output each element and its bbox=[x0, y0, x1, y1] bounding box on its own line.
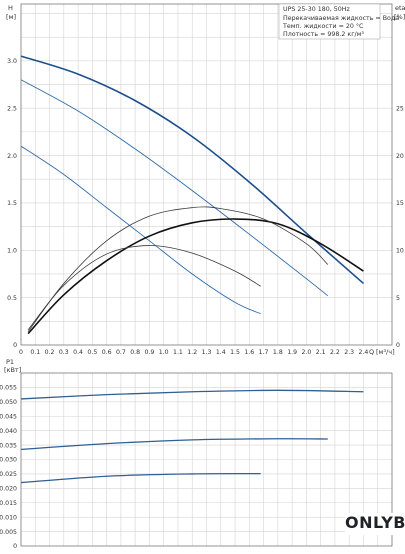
y-tick-label-h: 3.0 bbox=[7, 58, 17, 65]
x-tick-label: 0.4 bbox=[73, 349, 83, 356]
x-tick-label: 1.0 bbox=[159, 349, 169, 356]
x-tick-label: 1.7 bbox=[259, 349, 269, 356]
power-curve-3 bbox=[20, 472, 261, 484]
y-tick-label-p1: 0.040 bbox=[0, 428, 17, 435]
x-tick-label: 0.3 bbox=[59, 349, 69, 356]
y-tick-label-p1: 0.045 bbox=[0, 413, 17, 420]
info-box: UPS 25-30 180, 50Hz Перекачиваемая жидко… bbox=[278, 3, 399, 40]
head-curve-2 bbox=[20, 79, 329, 297]
x-tick-label: 1.8 bbox=[273, 349, 283, 356]
x-axis-label-q: Q bbox=[369, 348, 374, 356]
x-tick-label: 1.9 bbox=[287, 349, 297, 356]
y-tick-label-p1: 0.020 bbox=[0, 486, 17, 493]
x-tick-label: 0.2 bbox=[45, 349, 55, 356]
y-tick-label-p1: 0.035 bbox=[0, 442, 17, 449]
x-tick-label: 0.1 bbox=[30, 349, 40, 356]
y-tick-label-h: 1.5 bbox=[7, 200, 17, 207]
y-tick-label-p1: 0.010 bbox=[0, 514, 17, 521]
x-tick-label: 2.0 bbox=[301, 349, 311, 356]
y-tick-label-p1: 0.050 bbox=[0, 399, 17, 406]
top-panel-grid bbox=[21, 4, 392, 345]
x-tick-label: 1.4 bbox=[216, 349, 226, 356]
y2-axis-unit-eta: [%] bbox=[394, 13, 405, 21]
y2-tick-label-eta: 15 bbox=[396, 200, 404, 207]
curves bbox=[20, 55, 364, 484]
y-tick-label-h: 1.0 bbox=[7, 247, 17, 254]
info-box-frame bbox=[278, 3, 381, 40]
bottom-panel-frame bbox=[20, 372, 393, 547]
y-tick-label-h: 2.0 bbox=[7, 153, 17, 160]
head-curve-1 bbox=[20, 55, 364, 285]
x-tick-label: 1.2 bbox=[187, 349, 197, 356]
y2-tick-label-eta: 25 bbox=[396, 105, 404, 112]
y-axis-unit-h: [м] bbox=[6, 13, 16, 21]
y-axis-label-p1: P1 bbox=[6, 358, 14, 366]
pump-model-label: UPS 25-30 180, 50Hz bbox=[283, 6, 350, 13]
x-tick-label: 0.7 bbox=[116, 349, 126, 356]
y-tick-label-h: 0 bbox=[13, 342, 17, 349]
y2-tick-label-eta: 10 bbox=[396, 247, 404, 254]
fluid-label: Перекачиваемая жидкость = Вода bbox=[283, 15, 399, 22]
power-curve-1 bbox=[20, 389, 364, 400]
y-tick-label-p1: 0.025 bbox=[0, 471, 17, 478]
brand-logo: ONLYBT bbox=[345, 513, 405, 535]
x-tick-label: 1.6 bbox=[244, 349, 254, 356]
x-tick-label: 0.9 bbox=[145, 349, 155, 356]
y2-axis-label-eta: eta bbox=[395, 4, 405, 12]
x-tick-label: 2.4 bbox=[359, 349, 369, 356]
logo-text: ONLYBT bbox=[345, 513, 405, 532]
efficiency-curve-1 bbox=[27, 218, 364, 335]
tick-labels: 0 0.1 0.2 0.3 0.4 0.5 0.6 0.7 0.8 0.9 1.0 1.1 1.2 1.3… bbox=[0, 58, 404, 550]
density-label: Плотность = 998.2 кг/м³ bbox=[283, 31, 364, 38]
y-tick-label-p1: 0 bbox=[13, 543, 17, 550]
x-tick-label: 1.5 bbox=[230, 349, 240, 356]
x-tick-label: 0.8 bbox=[130, 349, 140, 356]
y-tick-label-h: 0.5 bbox=[7, 295, 17, 302]
x-tick-label: 1.3 bbox=[202, 349, 212, 356]
y2-tick-label-eta: 20 bbox=[396, 153, 404, 160]
power-curve-2 bbox=[20, 438, 328, 451]
y2-tick-label-eta: 5 bbox=[396, 295, 400, 302]
y-tick-label-p1: 0.055 bbox=[0, 385, 17, 392]
y-tick-label-p1: 0.015 bbox=[0, 500, 17, 507]
bottom-panel-grid bbox=[21, 373, 392, 546]
y-axis-label-h: H bbox=[8, 4, 13, 12]
efficiency-curve-3 bbox=[27, 245, 261, 331]
x-tick-label: 0 bbox=[19, 349, 23, 356]
x-tick-label: 2.3 bbox=[344, 349, 354, 356]
x-axis-unit-q: [м³/ч] bbox=[376, 348, 395, 356]
head-curve-3 bbox=[20, 145, 261, 315]
top-panel-frame bbox=[20, 3, 393, 346]
x-tick-label: 2.1 bbox=[316, 349, 326, 356]
x-tick-label: 0.6 bbox=[102, 349, 112, 356]
y-tick-label-p1: 0.030 bbox=[0, 457, 17, 464]
y-axis-unit-p1: [кВт] bbox=[4, 366, 21, 374]
efficiency-curve-2 bbox=[27, 206, 329, 332]
x-tick-label: 1.1 bbox=[173, 349, 183, 356]
x-tick-label: 0.5 bbox=[87, 349, 97, 356]
temperature-label: Темп. жидкости = 20 °C bbox=[282, 22, 364, 30]
x-tick-label: 2.2 bbox=[330, 349, 340, 356]
y-tick-label-h: 2.5 bbox=[7, 105, 17, 112]
y-tick-label-p1: 0.005 bbox=[0, 529, 17, 536]
y2-tick-label-eta: 0 bbox=[396, 342, 400, 349]
